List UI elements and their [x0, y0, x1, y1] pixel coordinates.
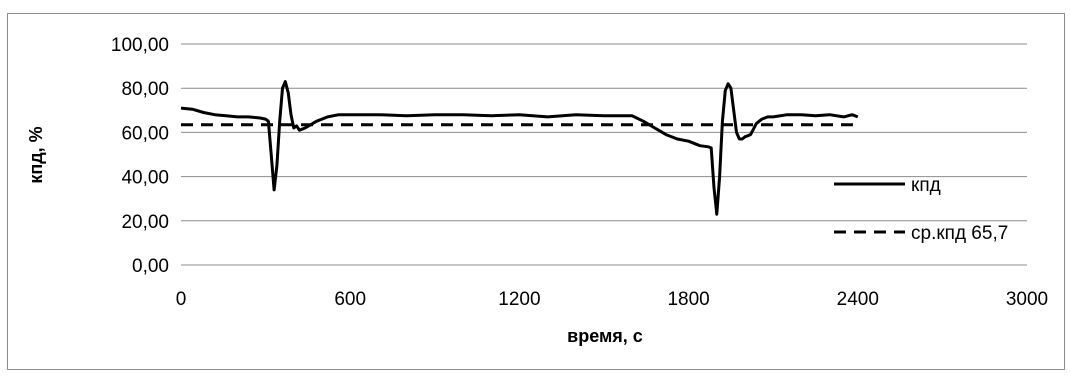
- x-tick-label: 0: [176, 289, 187, 310]
- x-tick-label: 1800: [667, 289, 709, 310]
- chart-frame: [7, 13, 1065, 370]
- series-group: [180, 80, 859, 216]
- x-axis-ticks: 0 600 1200 1800 2400 3000: [176, 289, 1048, 310]
- y-axis-ticks: 0,00 20,00 40,00 60,00 80,00 100,00: [111, 35, 169, 277]
- series-line-0: [180, 80, 859, 216]
- y-tick-label: 80,00: [121, 79, 169, 100]
- x-tick-label: 1200: [498, 289, 540, 310]
- legend-entry: ср.кпд 65,7: [911, 223, 1008, 244]
- x-tick-label: 600: [334, 289, 366, 310]
- y-tick-label: 60,00: [121, 123, 169, 144]
- y-tick-label: 0,00: [132, 256, 169, 277]
- legend: кпд ср.кпд 65,7: [834, 175, 1008, 244]
- x-axis-title: время, с: [567, 326, 643, 346]
- y-axis-title: кпд, %: [26, 126, 46, 183]
- y-tick-label: 20,00: [121, 212, 169, 233]
- x-tick-label: 3000: [1006, 289, 1048, 310]
- y-tick-label: 100,00: [111, 35, 169, 56]
- gridlines: [181, 43, 1027, 266]
- y-tick-label: 40,00: [121, 168, 169, 189]
- legend-entry: кпд: [911, 175, 941, 196]
- x-tick-label: 2400: [837, 289, 879, 310]
